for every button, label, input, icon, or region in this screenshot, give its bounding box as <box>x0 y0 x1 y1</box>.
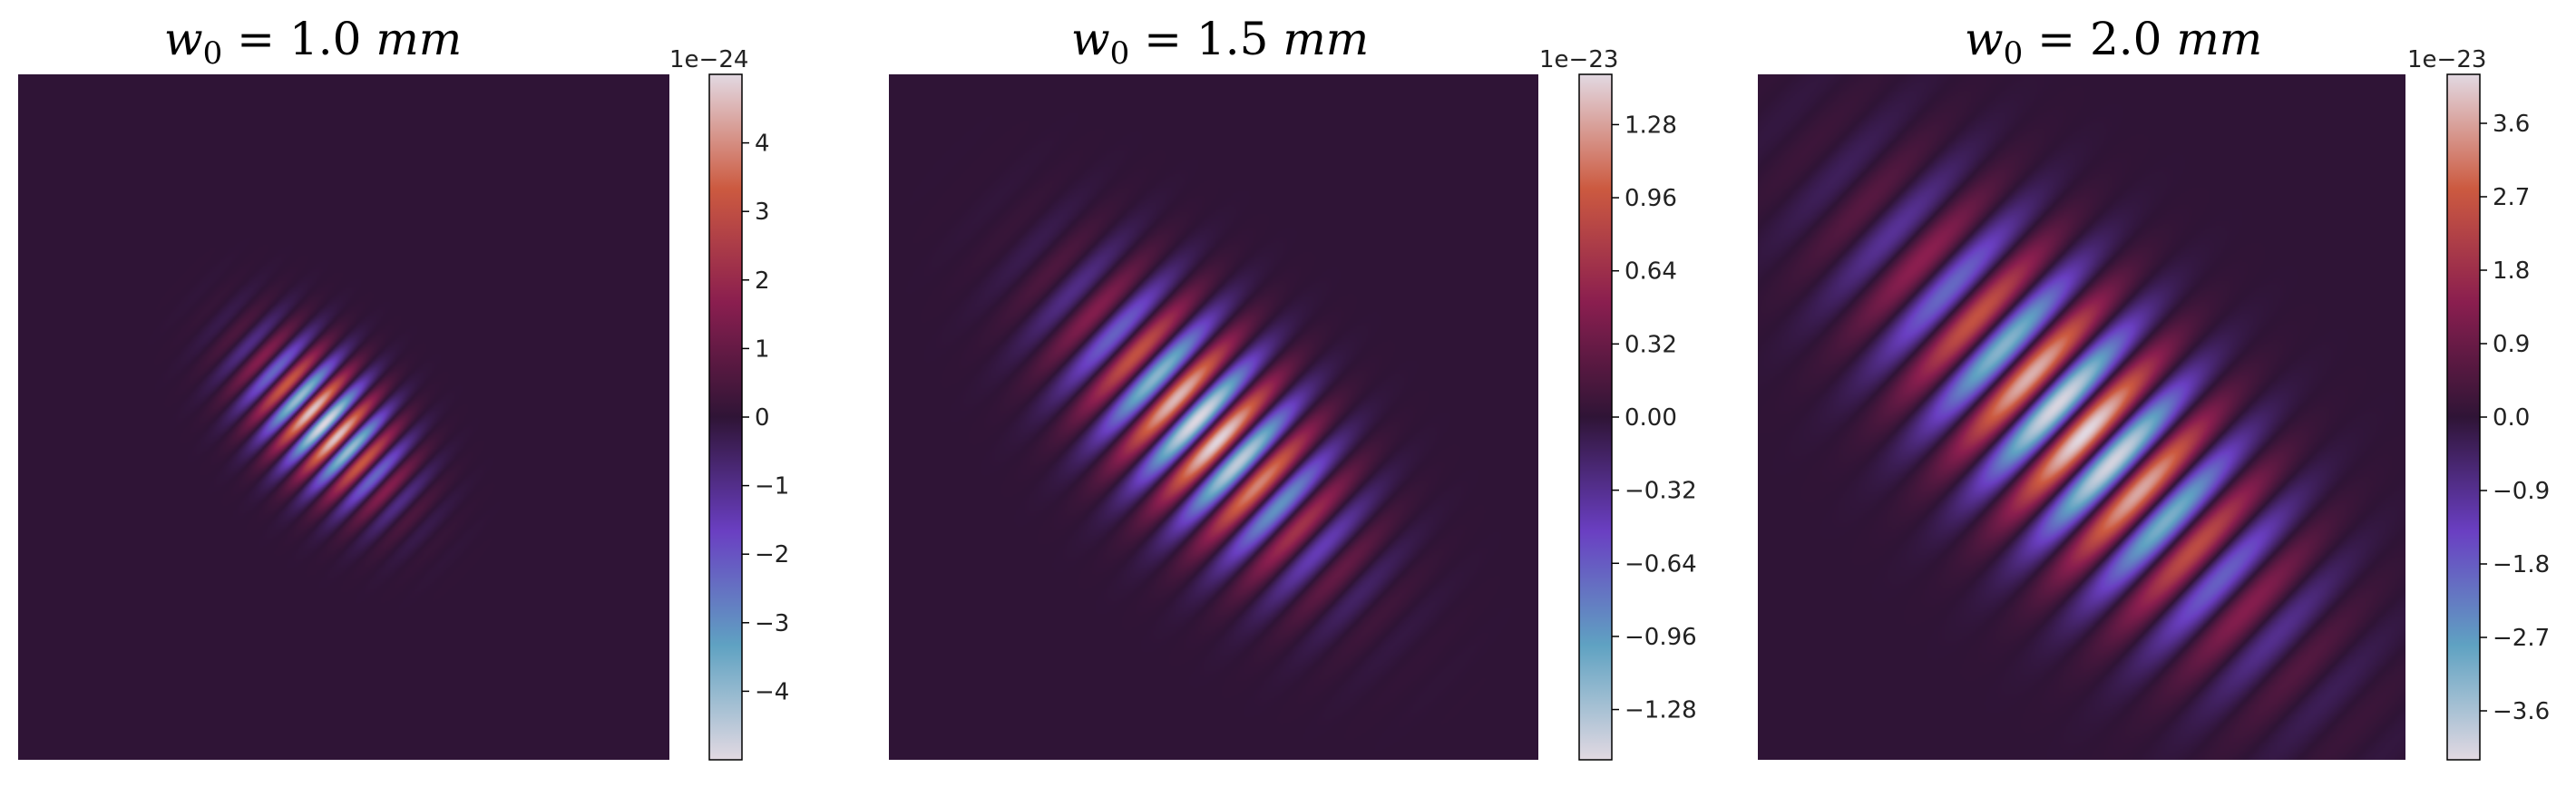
colorbar-tick-label: −1 <box>755 473 789 500</box>
title-unit: mm <box>1283 13 1369 65</box>
panel-title: w0 = 1.0 mm <box>164 13 462 72</box>
title-subscript: 0 <box>1110 35 1130 72</box>
colorbar-tick-label: −3.6 <box>2493 698 2550 725</box>
colorbar-scale-label: 1e−24 <box>669 46 748 73</box>
panel-2: w0 = 1.5 mm 1e−23 1.28 0.96 0.64 0.32 0.00 −0.3… <box>889 13 1697 761</box>
colorbar-tick-label: 3.6 <box>2493 111 2530 138</box>
colorbar-tick-label: 3 <box>755 199 770 226</box>
title-subscript: 0 <box>2004 35 2024 72</box>
colorbar-tick-label: 2 <box>755 267 770 295</box>
colorbar-tick-label: −0.32 <box>1625 478 1697 505</box>
colorbar-scale-label: 1e−23 <box>1539 46 1618 73</box>
title-value: = 1.5 <box>1129 13 1283 65</box>
title-value: = 2.0 <box>2023 13 2176 65</box>
colorbar <box>1578 73 1613 761</box>
heatmap-image <box>1758 74 2405 760</box>
colorbar-tick-label: 1.8 <box>2493 257 2530 285</box>
colorbar <box>708 73 743 761</box>
title-symbol: w <box>164 13 203 65</box>
panel-3: w0 = 2.0 mm 1e−23 3.6 2.7 1.8 0.9 0.0 −0.9 −1.8 −… <box>1758 13 2550 761</box>
panel-title: w0 = 1.5 mm <box>1071 13 1369 72</box>
colorbar-tick-label: 0 <box>755 404 770 432</box>
colorbar <box>2446 73 2481 761</box>
colorbar-tick-label: 0.32 <box>1625 331 1677 358</box>
colorbar-scale-label: 1e−23 <box>2407 46 2486 73</box>
colorbar-tick-label: 1 <box>755 335 770 363</box>
title-value: = 1.0 <box>222 13 376 65</box>
colorbar-tick-label: −4 <box>755 678 789 705</box>
title-symbol: w <box>1965 13 2004 65</box>
colorbar-tick-label: −2.7 <box>2493 625 2550 652</box>
colorbar-tick-label: −1.8 <box>2493 551 2550 578</box>
colorbar-tick-label: −1.28 <box>1625 697 1697 724</box>
title-unit: mm <box>376 13 462 65</box>
colorbar-tick-label: 0.9 <box>2493 331 2530 358</box>
colorbar-tick-label: −0.96 <box>1625 624 1697 651</box>
title-unit: mm <box>2176 13 2262 65</box>
colorbar-tick-label: −0.9 <box>2493 478 2550 505</box>
colorbar-tick-label: −2 <box>755 541 789 568</box>
title-symbol: w <box>1071 13 1110 65</box>
colorbar-tick-label: −0.64 <box>1625 550 1697 578</box>
colorbar-tick-label: 1.28 <box>1625 112 1677 139</box>
colorbar-tick-label: 0.0 <box>2493 404 2530 432</box>
heatmap-image <box>889 74 1538 760</box>
colorbar-tick-label: 4 <box>755 131 770 158</box>
panel-title: w0 = 2.0 mm <box>1965 13 2262 72</box>
colorbar-tick-label: 0.00 <box>1625 404 1677 432</box>
title-subscript: 0 <box>203 35 223 72</box>
heatmap-image <box>18 74 669 760</box>
colorbar-tick-label: 0.96 <box>1625 185 1677 212</box>
colorbar-tick-label: 0.64 <box>1625 258 1677 286</box>
colorbar-tick-label: −3 <box>755 610 789 637</box>
colorbar-tick-label: 2.7 <box>2493 184 2530 211</box>
